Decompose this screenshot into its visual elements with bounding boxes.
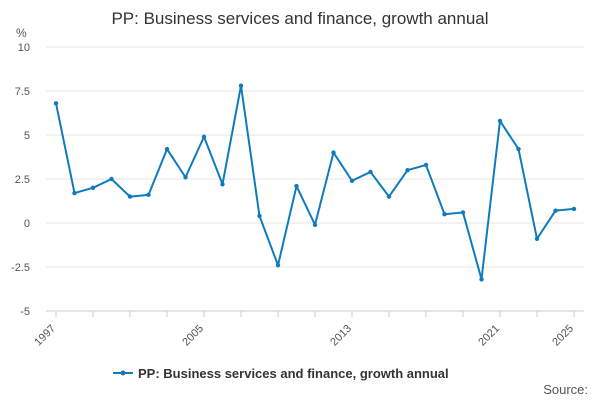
data-point[interactable] (238, 83, 244, 88)
series-line (55, 84, 575, 281)
data-point[interactable] (368, 169, 373, 175)
data-point[interactable] (201, 134, 207, 139)
data-point[interactable] (72, 190, 77, 196)
data-point[interactable] (460, 210, 466, 215)
data-point[interactable] (553, 208, 558, 213)
y-tick-label: 5 (24, 130, 30, 142)
y-tick-label: 10 (18, 42, 30, 54)
y-axis: -5 -2.5 0 2.5 5 7.5 10 (11, 42, 30, 318)
data-point[interactable] (497, 118, 503, 124)
grid-lines (46, 46, 584, 312)
data-point[interactable] (109, 176, 114, 182)
data-point[interactable] (516, 146, 521, 152)
series-group (53, 83, 577, 282)
data-point[interactable] (312, 222, 318, 227)
data-point[interactable] (220, 182, 225, 187)
data-point[interactable] (164, 146, 170, 152)
legend-dot-marker (120, 370, 126, 376)
data-point[interactable] (90, 185, 96, 190)
x-tick-label: 2025 (550, 323, 576, 349)
data-point[interactable] (405, 168, 410, 173)
x-tick-label: 2021 (476, 323, 502, 349)
data-point[interactable] (386, 194, 392, 199)
data-point[interactable] (349, 178, 355, 183)
x-tick-label: 2005 (180, 323, 206, 349)
legend[interactable]: PP: Business services and finance, growt… (113, 366, 449, 381)
data-point[interactable] (275, 263, 281, 268)
data-point[interactable] (257, 213, 262, 219)
data-point[interactable] (53, 101, 59, 106)
data-point[interactable] (442, 212, 447, 217)
data-point[interactable] (479, 277, 484, 282)
legend-label: PP: Business services and finance, growt… (138, 366, 449, 381)
y-tick-label: 7.5 (15, 86, 30, 98)
y-tick-label: 2.5 (15, 174, 30, 186)
data-point[interactable] (146, 192, 151, 198)
source-label: Source: (543, 382, 588, 397)
x-tick-label: 1997 (32, 323, 58, 349)
x-tick-label: 2013 (328, 323, 354, 349)
x-axis: 1997 2005 2013 2021 2025 (32, 311, 576, 348)
y-tick-label: -5 (20, 306, 30, 318)
data-point[interactable] (331, 150, 336, 155)
data-point[interactable] (183, 175, 188, 180)
data-point[interactable] (571, 206, 577, 212)
data-point[interactable] (534, 236, 540, 242)
data-point[interactable] (423, 162, 429, 168)
data-point[interactable] (127, 194, 133, 199)
y-tick-label: -2.5 (11, 262, 30, 274)
y-axis-unit-label: % (16, 26, 27, 40)
data-point[interactable] (294, 183, 299, 189)
chart-title: PP: Business services and finance, growt… (111, 9, 488, 28)
y-tick-label: 0 (24, 218, 30, 230)
